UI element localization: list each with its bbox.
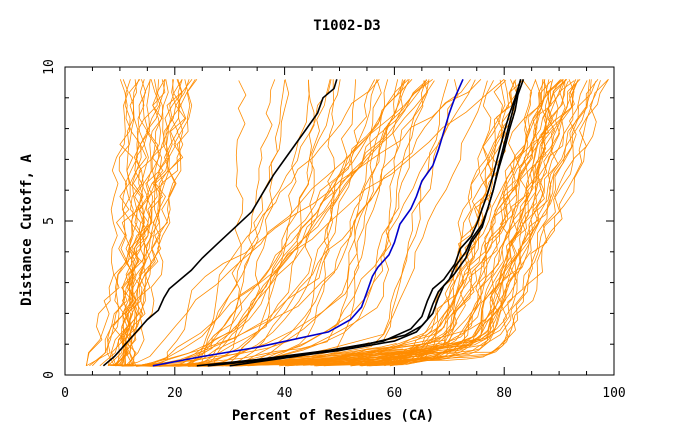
model-curve-36 — [361, 78, 563, 367]
model-curve-92 — [212, 79, 459, 367]
x-tick-label-40: 40 — [277, 386, 293, 401]
model-curve-80 — [214, 79, 471, 367]
x-tick-label-60: 60 — [387, 386, 403, 401]
model-curve-78 — [193, 79, 380, 366]
model-curve-34 — [310, 79, 609, 366]
background-model-curves — [85, 78, 609, 367]
highlighted-model-curves — [102, 78, 525, 367]
model-curve-72 — [112, 79, 166, 367]
model-curve-40 — [314, 80, 578, 367]
model-curve-74 — [127, 79, 336, 366]
model-curve-105 — [210, 79, 356, 367]
model-curve-97 — [204, 79, 331, 367]
y-tick-label-10: 10 — [42, 59, 57, 75]
model-curve-64 — [124, 79, 163, 366]
model-curve-55 — [86, 79, 151, 366]
model-curve-27 — [386, 79, 506, 365]
model-curve-103 — [184, 80, 315, 366]
model-curve-69 — [114, 79, 183, 367]
series-black-right-1 — [196, 79, 522, 367]
model-curve-108 — [159, 79, 310, 367]
model-curve-42 — [361, 79, 592, 367]
model-curve-67 — [114, 79, 198, 367]
model-curve-98 — [155, 79, 290, 367]
model-curve-91 — [144, 80, 430, 367]
x-tick-label-80: 80 — [496, 386, 512, 401]
model-curve-71 — [86, 79, 190, 367]
series-black-right-2 — [207, 79, 525, 367]
x-tick-label-100: 100 — [602, 386, 625, 401]
model-curve-110 — [207, 80, 435, 367]
axis-tick-labels: 0 20 40 60 80 100 0 5 10 — [42, 59, 626, 401]
model-curve-37 — [348, 80, 597, 365]
series-black-right-3 — [229, 79, 522, 367]
model-curve-39 — [359, 79, 541, 367]
y-tick-label-5: 5 — [42, 217, 57, 225]
model-curve-130 — [195, 355, 453, 367]
chart-title: T1002-D3 — [313, 18, 380, 34]
model-curve-73 — [134, 80, 247, 366]
model-curve-82 — [210, 79, 341, 366]
x-tick-label-20: 20 — [167, 386, 183, 401]
model-curve-90 — [185, 79, 405, 366]
x-tick-label-0: 0 — [61, 386, 69, 401]
model-curve-77 — [213, 80, 429, 367]
model-curve-43 — [257, 79, 590, 366]
model-curve-13 — [279, 79, 517, 367]
model-curve-52 — [127, 79, 148, 366]
y-axis-label: Distance Cutoff, A — [19, 154, 35, 306]
model-curve-107 — [135, 78, 505, 367]
model-curve-28 — [324, 79, 546, 367]
model-curve-32 — [333, 79, 566, 366]
model-curve-79 — [135, 79, 276, 367]
model-curve-70 — [107, 79, 177, 367]
model-curve-15 — [391, 80, 553, 366]
model-curve-101 — [180, 79, 376, 367]
model-curve-17 — [234, 80, 575, 366]
model-curve-132 — [146, 349, 424, 367]
model-curve-44 — [384, 80, 518, 367]
series-blue — [152, 78, 464, 367]
model-curve-22 — [369, 79, 609, 367]
x-axis-label: Percent of Residues (CA) — [232, 408, 434, 424]
model-curve-109 — [162, 79, 406, 367]
model-curve-99 — [108, 79, 410, 366]
model-curve-96 — [108, 79, 378, 367]
model-curve-81 — [210, 79, 382, 367]
model-curve-100 — [115, 78, 433, 367]
model-curve-93 — [151, 79, 482, 367]
model-curve-56 — [115, 79, 151, 367]
model-curve-104 — [210, 79, 430, 366]
model-curve-88 — [161, 79, 389, 367]
model-curve-26 — [263, 80, 588, 366]
axis-ticks — [64, 66, 615, 376]
model-curve-20 — [378, 79, 579, 366]
model-curve-21 — [323, 79, 561, 365]
model-curve-85 — [175, 79, 409, 365]
model-curve-94 — [228, 79, 427, 366]
model-curve-48 — [123, 79, 146, 367]
model-curve-30 — [366, 80, 560, 367]
model-curve-33 — [351, 80, 566, 366]
model-curve-66 — [85, 79, 129, 366]
series-black-left — [102, 79, 338, 367]
model-curve-95 — [205, 79, 404, 367]
model-curve-6 — [303, 79, 567, 366]
model-curve-63 — [117, 79, 158, 367]
model-curve-41 — [323, 80, 601, 367]
y-tick-label-0: 0 — [42, 371, 57, 379]
model-curve-38 — [237, 80, 569, 366]
